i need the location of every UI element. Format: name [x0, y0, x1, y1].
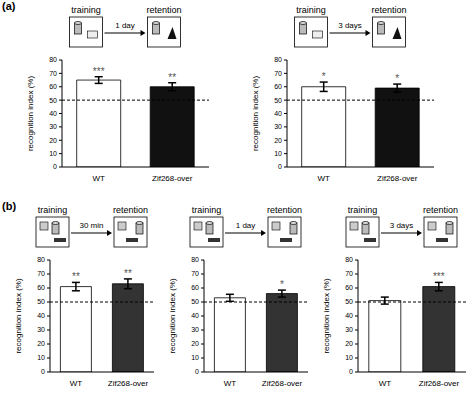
- svg-text:3 days: 3 days: [338, 21, 362, 30]
- svg-text:training: training: [38, 205, 68, 215]
- svg-text:***: ***: [433, 271, 445, 282]
- svg-text:WT: WT: [93, 174, 106, 183]
- svg-text:0: 0: [53, 163, 57, 170]
- svg-text:60: 60: [345, 284, 353, 291]
- svg-text:60: 60: [191, 284, 199, 291]
- svg-text:60: 60: [274, 83, 282, 90]
- svg-text:10: 10: [274, 150, 282, 157]
- svg-text:retention: retention: [113, 205, 148, 215]
- svg-text:30: 30: [37, 326, 45, 333]
- svg-text:40: 40: [49, 110, 57, 117]
- svg-text:0: 0: [195, 368, 199, 375]
- svg-text:Zif268-over: Zif268-over: [419, 379, 460, 388]
- svg-text:0: 0: [349, 368, 353, 375]
- svg-text:*: *: [280, 279, 284, 290]
- svg-text:**: **: [124, 268, 132, 279]
- svg-text:30: 30: [191, 326, 199, 333]
- svg-text:80: 80: [274, 56, 282, 63]
- svg-text:80: 80: [37, 256, 45, 263]
- svg-text:0: 0: [41, 368, 45, 375]
- svg-text:70: 70: [274, 70, 282, 77]
- svg-text:training: training: [296, 5, 326, 15]
- svg-text:Zif268-over: Zif268-over: [377, 174, 418, 183]
- svg-text:80: 80: [49, 56, 57, 63]
- svg-text:40: 40: [274, 110, 282, 117]
- svg-text:recognition index (%): recognition index (%): [251, 76, 260, 151]
- svg-text:70: 70: [49, 70, 57, 77]
- svg-text:retention: retention: [423, 205, 458, 215]
- svg-text:40: 40: [191, 312, 199, 319]
- svg-text:20: 20: [345, 340, 353, 347]
- svg-text:Zif268-over: Zif268-over: [108, 379, 149, 388]
- svg-text:recognition index (%): recognition index (%): [26, 76, 35, 151]
- svg-text:50: 50: [274, 97, 282, 104]
- svg-text:70: 70: [345, 270, 353, 277]
- svg-text:50: 50: [37, 298, 45, 305]
- svg-text:20: 20: [191, 340, 199, 347]
- svg-text:*: *: [322, 71, 326, 82]
- svg-text:Zif268-over: Zif268-over: [262, 379, 303, 388]
- svg-text:WT: WT: [70, 379, 83, 388]
- svg-text:**: **: [72, 271, 80, 282]
- svg-text:30: 30: [274, 123, 282, 130]
- svg-text:50: 50: [191, 298, 199, 305]
- svg-text:WT: WT: [318, 174, 331, 183]
- svg-text:retention: retention: [146, 5, 181, 15]
- svg-text:3 days: 3 days: [390, 221, 414, 230]
- svg-text:training: training: [192, 205, 222, 215]
- svg-text:10: 10: [37, 354, 45, 361]
- svg-text:50: 50: [345, 298, 353, 305]
- svg-text:20: 20: [37, 340, 45, 347]
- svg-text:10: 10: [191, 354, 199, 361]
- svg-text:recognition index (%): recognition index (%): [168, 278, 177, 353]
- svg-text:30 min: 30 min: [79, 221, 103, 230]
- svg-text:recognition index (%): recognition index (%): [14, 278, 23, 353]
- svg-text:10: 10: [345, 354, 353, 361]
- html-text:(b): (b): [2, 200, 16, 212]
- svg-text:1 day: 1 day: [115, 21, 135, 30]
- svg-text:**: **: [168, 72, 176, 83]
- svg-text:70: 70: [37, 270, 45, 277]
- svg-text:retention: retention: [267, 205, 302, 215]
- svg-text:30: 30: [49, 123, 57, 130]
- svg-text:80: 80: [345, 256, 353, 263]
- svg-text:10: 10: [49, 150, 57, 157]
- svg-text:training: training: [348, 205, 378, 215]
- svg-text:Zif268-over: Zif268-over: [152, 174, 193, 183]
- svg-text:40: 40: [37, 312, 45, 319]
- svg-text:30: 30: [345, 326, 353, 333]
- svg-text:WT: WT: [224, 379, 237, 388]
- svg-text:40: 40: [345, 312, 353, 319]
- svg-text:20: 20: [49, 137, 57, 144]
- html-text:(a): (a): [2, 0, 16, 12]
- svg-text:***: ***: [93, 66, 105, 77]
- svg-text:WT: WT: [379, 379, 392, 388]
- svg-text:60: 60: [49, 83, 57, 90]
- svg-text:20: 20: [274, 137, 282, 144]
- svg-text:0: 0: [278, 163, 282, 170]
- svg-text:80: 80: [191, 256, 199, 263]
- svg-text:70: 70: [191, 270, 199, 277]
- svg-text:*: *: [395, 73, 399, 84]
- svg-text:recognition index (%): recognition index (%): [322, 278, 331, 353]
- svg-text:training: training: [71, 5, 101, 15]
- svg-text:50: 50: [49, 97, 57, 104]
- svg-text:retention: retention: [371, 5, 406, 15]
- svg-text:60: 60: [37, 284, 45, 291]
- svg-text:1 day: 1 day: [236, 221, 256, 230]
